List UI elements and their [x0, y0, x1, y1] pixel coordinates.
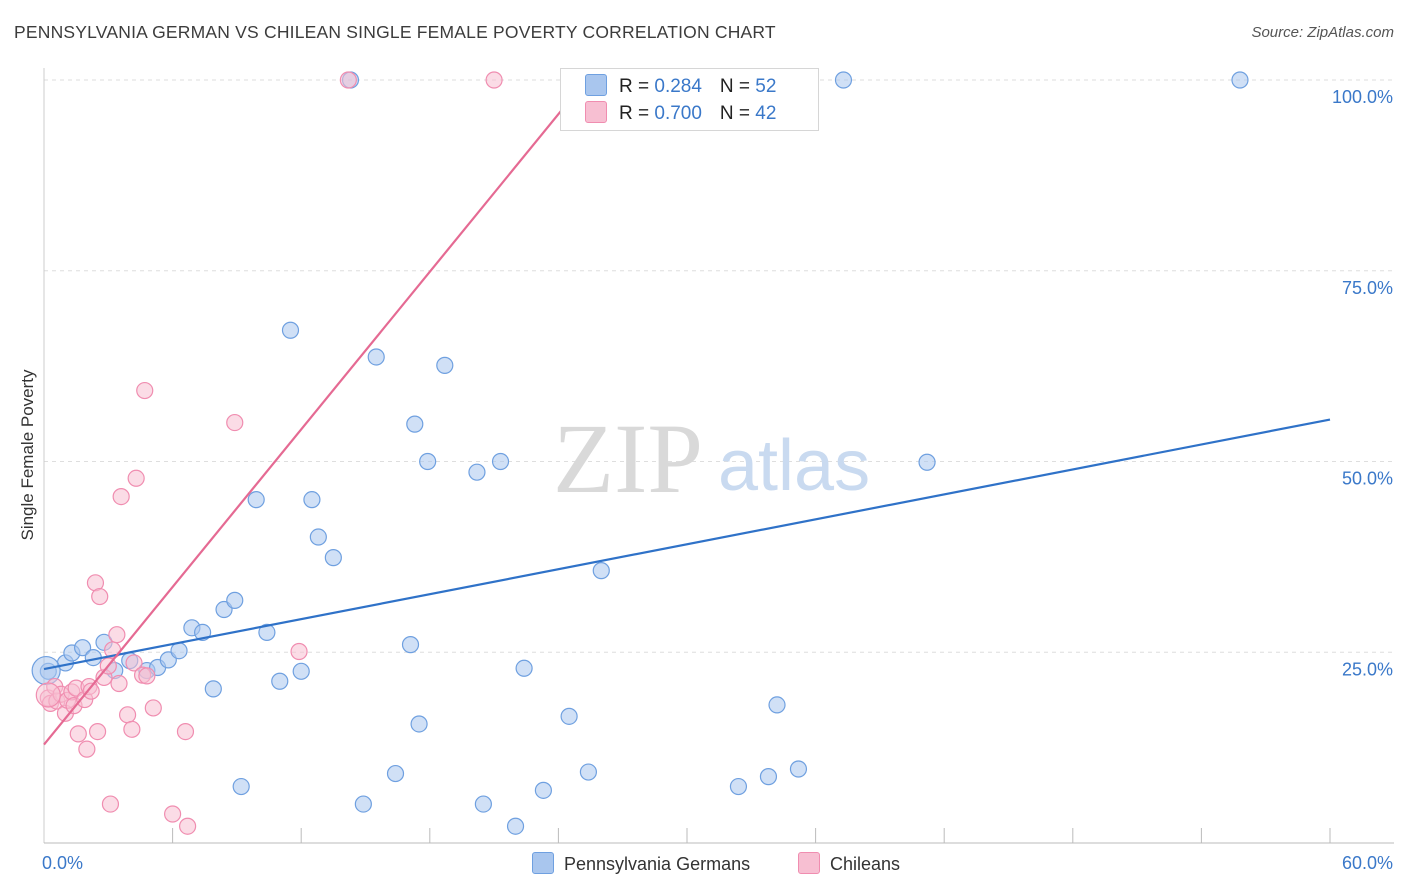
- data-point: [290, 642, 308, 661]
- n-value: 52: [755, 76, 777, 97]
- n-label: N =: [719, 76, 756, 97]
- y-tick-label: 100.0%: [1332, 87, 1393, 107]
- chileans-swatch: [585, 101, 607, 123]
- legend-item-pennsylvania-germans: Pennsylvania Germans: [532, 852, 750, 875]
- series-chileans-points: [35, 71, 503, 835]
- data-point: [138, 667, 156, 685]
- legend-label: Pennsylvania Germans: [564, 854, 751, 874]
- chart-title: PENNSYLVANIA GERMAN VS CHILEAN SINGLE FE…: [14, 22, 776, 42]
- data-point: [436, 356, 454, 374]
- data-point: [303, 491, 321, 509]
- x-tick-label: 0.0%: [42, 853, 83, 873]
- stats-legend-row-chileans: R = 0.700 N = 42: [585, 101, 776, 125]
- data-point: [560, 707, 578, 725]
- data-point: [1231, 71, 1249, 89]
- data-point: [339, 71, 357, 89]
- data-point: [226, 591, 244, 609]
- stats-legend-row-pennsylvania-germans: R = 0.284 N = 52: [585, 74, 776, 98]
- data-point: [367, 348, 385, 366]
- data-point: [324, 549, 342, 567]
- data-point: [88, 723, 107, 741]
- data-point: [485, 71, 503, 89]
- data-point: [69, 725, 87, 743]
- data-point: [579, 763, 598, 781]
- data-point: [204, 680, 222, 698]
- data-point: [768, 696, 786, 714]
- n-label: N =: [719, 103, 756, 124]
- legend-item-chileans: Chileans: [798, 852, 900, 875]
- y-tick-label: 25.0%: [1342, 659, 1393, 679]
- x-tick-label: 60.0%: [1342, 853, 1393, 873]
- data-point: [123, 720, 141, 738]
- data-point: [136, 381, 154, 400]
- chart-source: Source: ZipAtlas.com: [1251, 24, 1394, 41]
- n-value: 42: [755, 103, 777, 124]
- trend-line: [43, 418, 1331, 671]
- data-point: [918, 453, 936, 471]
- data-point-cluster: [35, 682, 61, 708]
- watermark-atlas: atlas: [718, 426, 870, 506]
- legend-label: Chileans: [830, 854, 901, 874]
- data-point: [729, 777, 748, 796]
- series-pennsylvania-germans-points: [31, 71, 1249, 835]
- pennsylvania-germans-swatch: [585, 74, 607, 96]
- chileans-legend-swatch: [798, 852, 820, 874]
- axes: [43, 68, 1394, 844]
- data-point: [144, 699, 162, 717]
- data-point: [78, 740, 96, 758]
- data-point: [127, 469, 145, 487]
- data-point: [468, 463, 486, 481]
- data-point: [506, 817, 525, 835]
- data-point: [179, 817, 197, 835]
- data-point: [258, 623, 276, 642]
- data-point: [110, 674, 128, 693]
- data-point: [118, 706, 137, 724]
- data-point: [226, 413, 244, 432]
- y-tick-label: 75.0%: [1342, 278, 1393, 298]
- watermark-zip: ZIP: [553, 403, 703, 514]
- tick-labels: 25.0% 50.0% 75.0% 100.0% 0.0% 60.0%: [42, 87, 1393, 873]
- data-point: [834, 71, 853, 89]
- data-point: [91, 587, 109, 606]
- data-point: [170, 642, 188, 660]
- r-label: R =: [619, 103, 655, 124]
- data-point: [759, 768, 778, 786]
- data-point: [232, 777, 250, 796]
- data-point: [112, 487, 130, 506]
- stats-legend: R = 0.284 N = 52 R = 0.700 N = 42: [560, 68, 819, 131]
- data-point: [101, 795, 120, 813]
- data-point: [108, 626, 126, 644]
- data-point: [474, 795, 492, 813]
- r-value: 0.284: [654, 76, 702, 97]
- data-point: [534, 781, 552, 799]
- trend-line: [43, 79, 588, 746]
- pennsylvania-germans-legend-swatch: [532, 852, 554, 874]
- data-point: [247, 491, 265, 509]
- r-label: R =: [619, 76, 655, 97]
- data-point: [419, 452, 437, 471]
- data-point: [789, 760, 808, 778]
- data-point: [401, 636, 420, 654]
- data-point: [82, 682, 100, 700]
- trend-lines: [43, 79, 1331, 746]
- data-point: [406, 415, 424, 433]
- data-point: [73, 639, 92, 657]
- y-tick-label: 50.0%: [1342, 469, 1393, 489]
- data-point: [592, 562, 610, 580]
- data-point: [176, 723, 195, 741]
- gridlines: [44, 79, 1394, 653]
- data-point: [386, 764, 405, 783]
- data-point: [410, 715, 428, 733]
- data-point: [309, 528, 327, 546]
- data-point: [515, 659, 533, 677]
- data-point: [281, 321, 300, 339]
- r-value: 0.700: [654, 103, 702, 124]
- data-point: [491, 452, 510, 471]
- data-point: [354, 795, 372, 813]
- data-point: [125, 654, 143, 672]
- data-point: [164, 805, 182, 823]
- data-point: [271, 672, 289, 690]
- data-point: [292, 662, 310, 680]
